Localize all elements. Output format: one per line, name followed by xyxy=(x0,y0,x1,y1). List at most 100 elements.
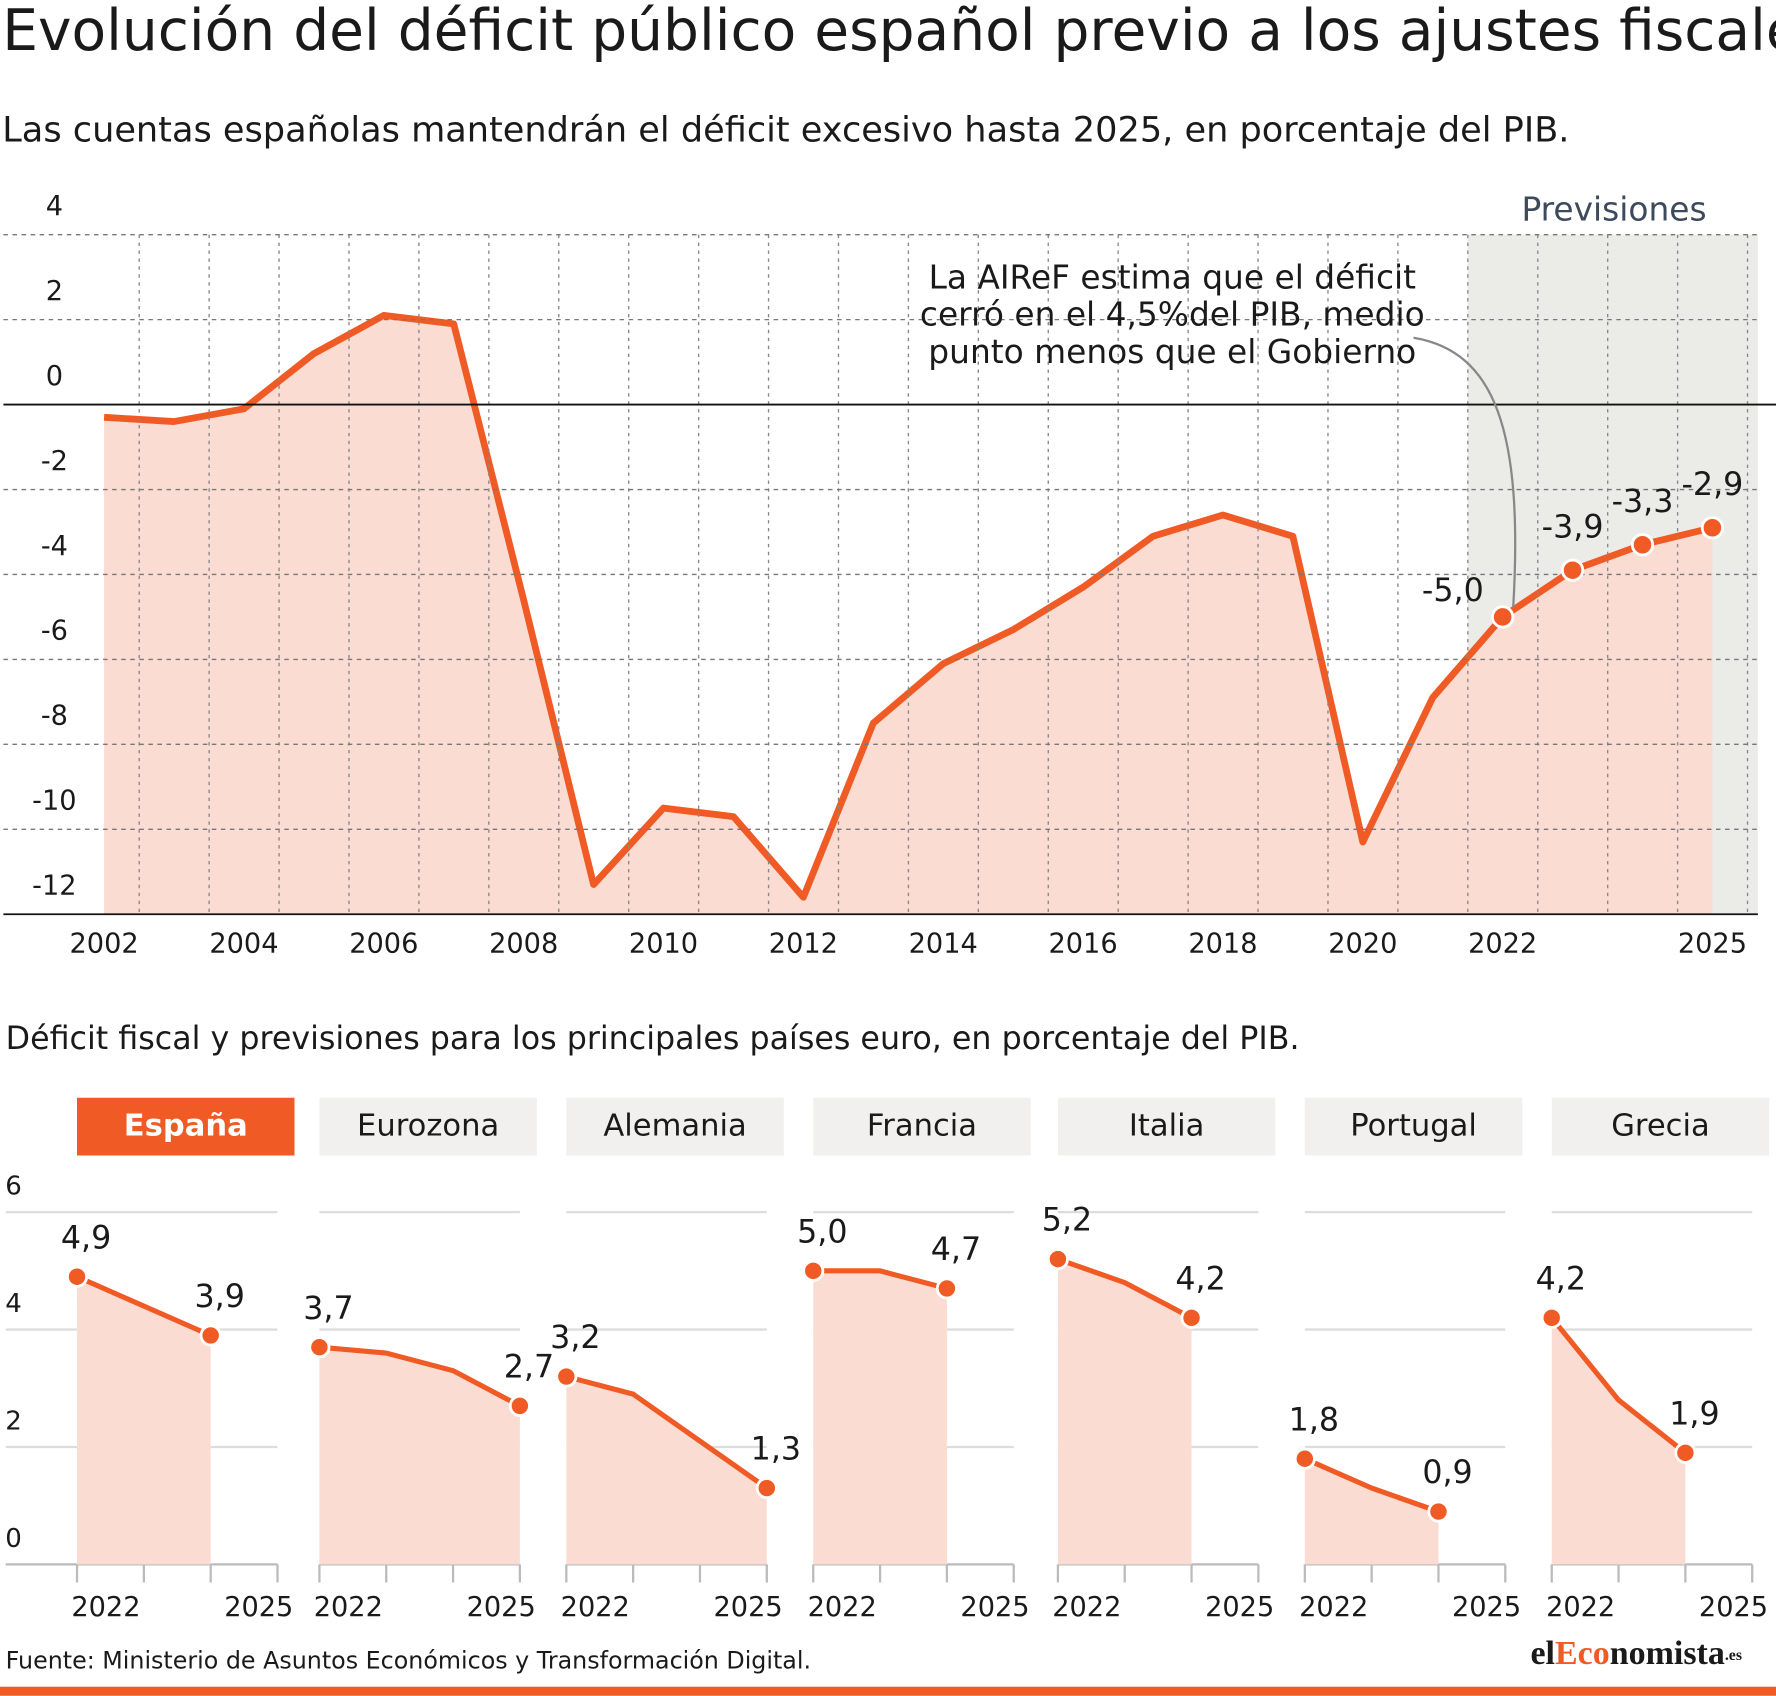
area xyxy=(319,1347,520,1565)
x-tick-label: 2022 xyxy=(71,1592,140,1623)
x-tick-label: 2018 xyxy=(1188,928,1257,959)
point xyxy=(935,1277,958,1300)
value-label: 1,8 xyxy=(1289,1402,1339,1438)
value-label: 4,9 xyxy=(61,1220,111,1256)
x-tick-label: 2020 xyxy=(1328,928,1397,959)
value-label: 4,7 xyxy=(931,1232,981,1268)
line xyxy=(1303,1456,1440,1514)
x-tick-label: 2022 xyxy=(1299,1592,1368,1623)
tab-active xyxy=(77,1097,295,1156)
point xyxy=(1540,1306,1563,1329)
line xyxy=(565,1374,769,1491)
title: Evolución del déficit público español pr… xyxy=(2,0,1776,64)
y-tick-label: 0 xyxy=(46,361,63,392)
line xyxy=(103,311,1714,901)
annotation: punto menos que el Gobierno xyxy=(928,333,1416,371)
value-label: 1,3 xyxy=(751,1432,801,1468)
tab-label: Portugal xyxy=(1350,1109,1477,1144)
area xyxy=(104,315,1713,915)
x-tick-label: 2012 xyxy=(769,928,838,959)
x-tick-label: 2022 xyxy=(1052,1592,1121,1623)
point xyxy=(1700,516,1725,540)
annotation: cerró en el 4,5%del PIB, medio xyxy=(920,296,1425,334)
point xyxy=(1427,1500,1450,1523)
section-title: Déficit fiscal y previsiones para los pr… xyxy=(6,1021,1300,1057)
logo-part: nomista xyxy=(1610,1635,1725,1672)
point xyxy=(1293,1447,1316,1470)
value-label: -3,3 xyxy=(1612,484,1674,520)
line xyxy=(75,1274,212,1338)
point xyxy=(1491,605,1515,629)
point xyxy=(308,1336,331,1359)
point xyxy=(1674,1441,1697,1464)
value-label: -2,9 xyxy=(1681,467,1743,503)
value-label: 0,9 xyxy=(1422,1455,1472,1491)
x-tick-label: 2025 xyxy=(1452,1592,1521,1623)
value-label: 3,7 xyxy=(303,1291,353,1327)
logo-part: el xyxy=(1530,1635,1555,1672)
value-label: 2,7 xyxy=(504,1350,554,1386)
point xyxy=(1180,1306,1203,1329)
y-tick-label: -12 xyxy=(32,871,76,902)
x-tick-label: 2025 xyxy=(1678,928,1747,959)
value-label: 4,2 xyxy=(1175,1261,1225,1297)
tab xyxy=(1057,1097,1276,1156)
y-tick-label: -2 xyxy=(41,446,68,477)
y-tick-label: 0 xyxy=(5,1524,22,1554)
tab-label: Grecia xyxy=(1611,1109,1709,1144)
value-label: 5,0 xyxy=(797,1214,847,1250)
x-tick-label: 2025 xyxy=(224,1592,293,1623)
tab-label: Eurozona xyxy=(357,1109,499,1144)
y-tick-label: -8 xyxy=(41,701,68,732)
value-label: 3,9 xyxy=(195,1279,245,1315)
area xyxy=(1057,1259,1192,1565)
annotation-connector xyxy=(1413,336,1517,608)
x-tick-label: 2016 xyxy=(1048,928,1117,959)
x-tick-label: 2010 xyxy=(629,928,698,959)
x-tick-label: 2014 xyxy=(909,928,978,959)
line xyxy=(1549,1316,1687,1455)
y-tick-label: -10 xyxy=(32,786,76,817)
y-tick-label: -4 xyxy=(41,531,68,562)
point xyxy=(1630,533,1655,557)
footer-bar xyxy=(0,1686,1776,1696)
x-tick-label: 2022 xyxy=(808,1592,877,1623)
value-label: -5,0 xyxy=(1422,573,1484,609)
point xyxy=(65,1265,89,1288)
point xyxy=(755,1477,778,1500)
x-tick-label: 2022 xyxy=(561,1592,630,1623)
area xyxy=(1304,1458,1439,1565)
area xyxy=(1551,1317,1686,1565)
line xyxy=(319,1344,522,1409)
area xyxy=(566,1376,767,1565)
point xyxy=(802,1259,825,1282)
point xyxy=(199,1324,222,1347)
y-tick-label: 4 xyxy=(46,191,63,222)
point xyxy=(1560,558,1585,582)
tab xyxy=(1551,1097,1770,1156)
point xyxy=(1046,1248,1069,1271)
x-tick-label: 2025 xyxy=(467,1592,536,1623)
tab-label: Alemania xyxy=(603,1109,746,1144)
y-tick-label: -6 xyxy=(41,616,68,647)
value-label: -3,9 xyxy=(1542,509,1604,545)
x-tick-label: 2022 xyxy=(1468,928,1537,959)
y-tick-label: 6 xyxy=(5,1172,22,1202)
line xyxy=(1057,1256,1193,1321)
x-tick-label: 2022 xyxy=(314,1592,383,1623)
forecast-label: Previsiones xyxy=(1521,190,1706,228)
y-tick-label: 2 xyxy=(5,1407,22,1437)
annotation: La AIReF estima que el déficit xyxy=(929,258,1417,296)
x-tick-label: 2022 xyxy=(1546,1592,1615,1623)
subtitle: Las cuentas españolas mantendrán el défi… xyxy=(2,110,1569,151)
line xyxy=(813,1268,948,1291)
point xyxy=(508,1394,531,1417)
value-label: 5,2 xyxy=(1042,1203,1092,1239)
logo-part: .es xyxy=(1725,1647,1742,1664)
tab-label: Francia xyxy=(867,1109,977,1144)
point xyxy=(555,1365,578,1388)
tab-label: Italia xyxy=(1129,1109,1204,1144)
x-tick-label: 2025 xyxy=(1699,1592,1768,1623)
tab xyxy=(813,1097,1031,1156)
